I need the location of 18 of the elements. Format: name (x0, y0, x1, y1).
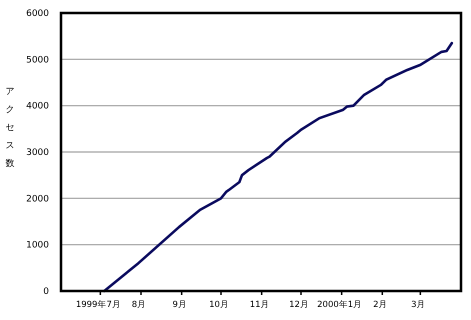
y-tick-label: 2000 (26, 194, 50, 204)
x-tick-label: 1999年7月 (76, 299, 121, 310)
y-tick-label: 4000 (26, 102, 50, 112)
x-tick-label: 12月 (289, 300, 309, 310)
y-tick-label: 3000 (26, 148, 50, 158)
x-tick-label: 8月 (132, 300, 146, 310)
x-tick-label: 3月 (411, 300, 426, 310)
x-tick-label: 9月 (172, 300, 187, 310)
y-tick-label: 6000 (26, 9, 50, 19)
x-tick-label: 11月 (250, 300, 270, 310)
x-tick-label: 2月 (373, 300, 388, 310)
y-tick-label: 5000 (26, 55, 50, 66)
y-axis-title: アクセス数 (6, 87, 14, 169)
line-series (102, 42, 454, 292)
y-tick-label: 0 (43, 287, 50, 297)
x-tick-label: 10月 (209, 300, 229, 310)
y-tick-label: 1000 (26, 240, 50, 251)
x-tick-label: 2000年1月 (317, 299, 362, 310)
